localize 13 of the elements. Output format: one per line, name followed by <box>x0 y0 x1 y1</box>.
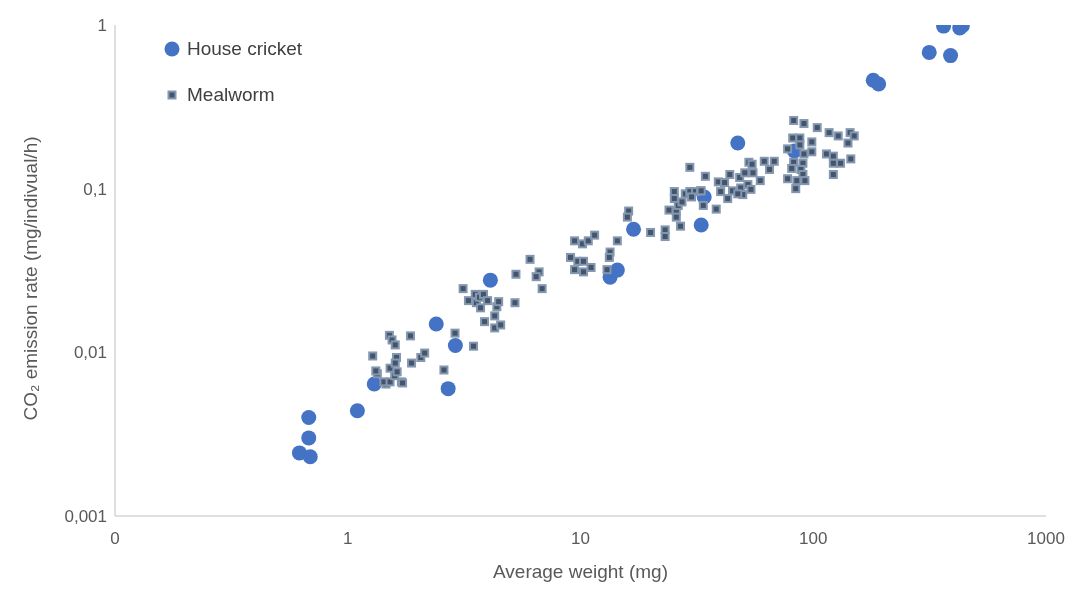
y-tick-label: 1 <box>97 16 107 36</box>
x-axis-title: Average weight (mg) <box>493 561 668 582</box>
legend-label: House cricket <box>187 38 303 60</box>
legend-label: Mealworm <box>187 84 275 106</box>
y-tick-label: 0,001 <box>64 507 107 527</box>
y-tick-label: 0,1 <box>83 179 107 199</box>
y-tick-label: 0,01 <box>73 343 107 363</box>
y-axis-title: CO₂ emission rate (mg/indivual/h) <box>19 136 41 421</box>
x-tick-label: 0 <box>110 529 120 549</box>
x-tick-label: 10 <box>571 529 590 549</box>
x-tick-label: 1 <box>343 529 353 549</box>
x-tick-label: 100 <box>799 529 828 549</box>
x-tick-label: 1000 <box>1027 529 1065 549</box>
